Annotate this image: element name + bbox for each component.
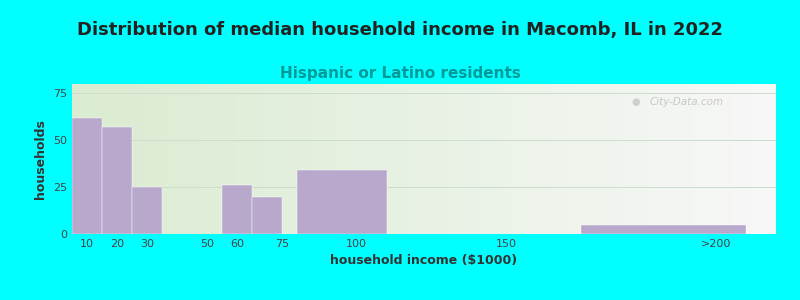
Bar [582, 225, 746, 234]
X-axis label: household income ($1000): household income ($1000) [330, 254, 518, 267]
Bar [222, 185, 252, 234]
Bar [297, 170, 386, 234]
Text: Distribution of median household income in Macomb, IL in 2022: Distribution of median household income … [77, 21, 723, 39]
Bar [102, 127, 132, 234]
Text: Hispanic or Latino residents: Hispanic or Latino residents [279, 66, 521, 81]
Bar [252, 196, 282, 234]
Y-axis label: households: households [34, 119, 47, 199]
Bar [72, 118, 102, 234]
Text: City-Data.com: City-Data.com [650, 97, 723, 107]
Bar [132, 187, 162, 234]
Text: ●: ● [632, 97, 640, 107]
